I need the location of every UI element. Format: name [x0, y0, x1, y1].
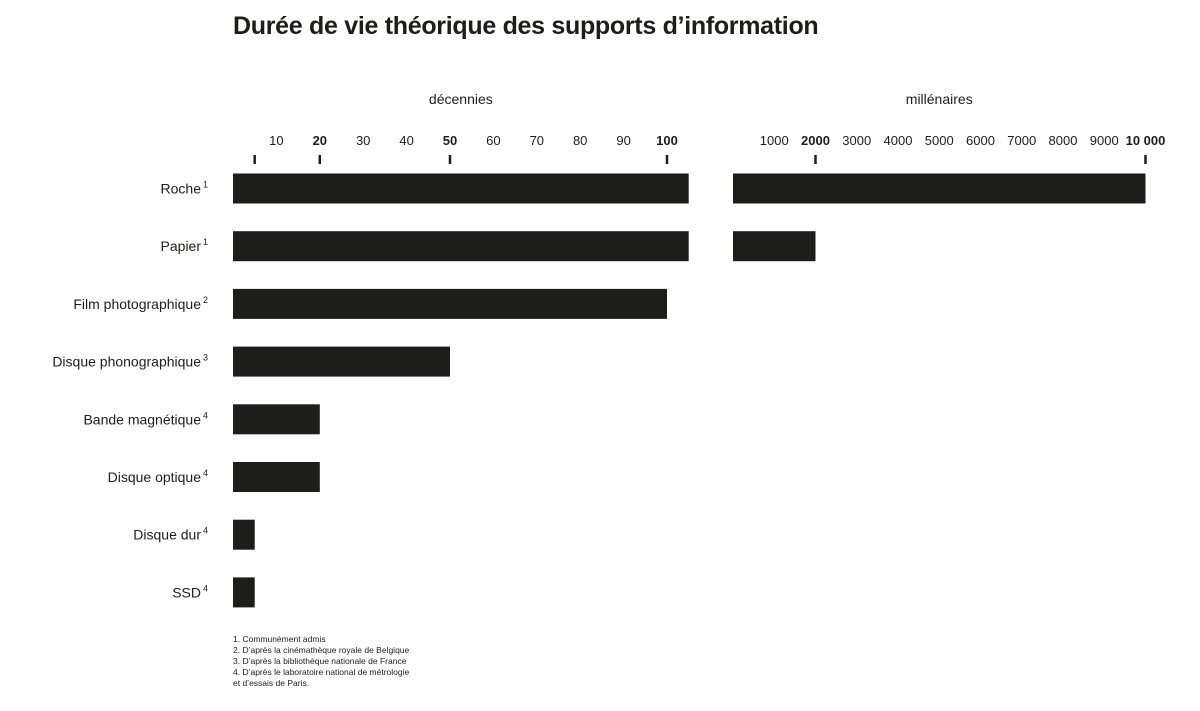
decades-tick-label: 10 — [269, 133, 283, 148]
footnote-4: 4. D’après le laboratoire national de mé… — [233, 667, 410, 677]
footnote-2: 2. D’après la cinémathèque royale de Bel… — [233, 645, 410, 655]
bar-decades — [233, 577, 255, 608]
category-label: Disque optique — [108, 469, 202, 485]
bar-decades — [233, 346, 450, 377]
footnote-1: 1. Communément admis — [233, 634, 326, 644]
category-note: 1 — [203, 180, 208, 190]
category-note: 4 — [203, 583, 208, 593]
decades-tick-label: 30 — [356, 133, 370, 148]
millennia-tick-label: 3000 — [842, 133, 871, 148]
bar-decades — [233, 462, 320, 492]
decades-tick-label: 80 — [573, 133, 587, 148]
bar-decades — [233, 231, 689, 262]
chart-title: Durée de vie théorique des supports d’in… — [233, 12, 819, 40]
decades-tick-label: 70 — [530, 133, 544, 148]
bar-decades — [233, 404, 320, 435]
category-note: 4 — [203, 526, 208, 536]
decades-tick-label: 90 — [616, 133, 630, 148]
category-label: Bande magnétique — [83, 411, 201, 427]
decades-tick-label: 20 — [313, 133, 327, 148]
millennia-tick-label: 8000 — [1049, 133, 1078, 148]
millennia-tick-label: 6000 — [966, 133, 995, 148]
axis-unit-label-decades: décennies — [429, 91, 493, 107]
category-note: 4 — [203, 410, 208, 420]
category-label: Roche — [161, 181, 202, 197]
category-note: 2 — [203, 295, 208, 305]
millennia-tick-label: 7000 — [1007, 133, 1036, 148]
category-note: 1 — [203, 237, 208, 247]
category-label: Papier — [161, 238, 202, 254]
category-note: 3 — [203, 353, 208, 363]
category-label: Disque phonographique — [52, 354, 201, 370]
millennia-tick-label: 9000 — [1090, 133, 1119, 148]
axis-unit-label-millennia: millénaires — [906, 91, 973, 107]
millennia-tick-label: 4000 — [884, 133, 913, 148]
footnotes: 1. Communément admis 2. D’après la ciném… — [233, 634, 409, 689]
category-label: Film photographique — [73, 296, 201, 312]
decades-tick-label: 100 — [656, 133, 678, 148]
category-note: 4 — [203, 468, 208, 478]
millennia-tick-label: 1000 — [760, 133, 789, 148]
category-label: SSD — [172, 584, 201, 600]
bar-millennia — [733, 231, 816, 262]
decades-tick-label: 40 — [399, 133, 413, 148]
bar-millennia — [733, 173, 1146, 204]
decades-tick-label: 60 — [486, 133, 500, 148]
footnote-4-cont: et d’essais de Paris. — [233, 678, 310, 688]
decades-tick-label: 50 — [443, 133, 457, 148]
bar-decades — [233, 173, 689, 204]
footnote-3: 3. D’après la bibliothèque nationale de … — [233, 656, 407, 666]
millennia-tick-label: 5000 — [925, 133, 954, 148]
millennia-tick-label: 2000 — [801, 133, 830, 148]
millennia-tick-label: 10 000 — [1126, 133, 1166, 148]
bar-decades — [233, 288, 667, 319]
bar-decades — [233, 519, 255, 550]
category-label: Disque dur — [133, 527, 201, 543]
